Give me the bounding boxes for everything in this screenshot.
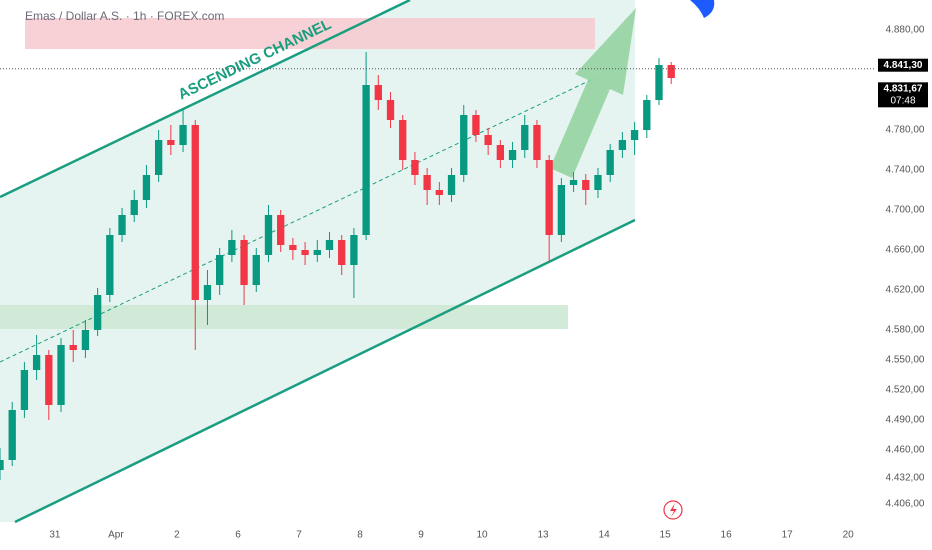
x-tick-label: Apr	[108, 530, 124, 541]
x-tick-label: 13	[537, 530, 549, 541]
candle-body	[557, 185, 566, 235]
candle-body	[521, 125, 529, 150]
candle-body	[191, 125, 199, 300]
candle-body	[386, 100, 395, 120]
plot	[0, 52, 875, 480]
candle-body	[411, 160, 419, 175]
resistance-zone	[25, 18, 595, 49]
candle-body	[289, 245, 297, 250]
y-tick-label: 4.550,00	[886, 355, 925, 366]
event-bolt	[670, 503, 677, 517]
cursor-blob	[690, 0, 715, 18]
candle-body	[93, 295, 102, 330]
candle-body	[57, 345, 65, 405]
candle-body	[118, 215, 126, 235]
candle-body	[167, 140, 175, 145]
axes: 4.880,00 4.780,00 4.740,00 4.700,00 4.660,00…	[49, 25, 928, 541]
candle-body	[435, 190, 443, 195]
y-tick-label: 4.460,00	[886, 445, 925, 456]
candle-body	[264, 215, 273, 255]
candle-body	[45, 355, 53, 405]
last-price-label: 4.831,67	[884, 83, 923, 94]
candle-body	[472, 115, 480, 135]
candle-body	[20, 370, 29, 410]
x-tick-label: 9	[418, 530, 424, 541]
candle-body	[655, 65, 663, 100]
x-tick-label: 7	[296, 530, 302, 541]
candle-body	[362, 85, 370, 235]
candle-body	[374, 85, 382, 100]
y-tick-label: 4.780,00	[886, 125, 925, 136]
candle-body	[313, 250, 321, 255]
candle-body	[130, 200, 138, 215]
y-tick-label: 4.432,00	[886, 473, 925, 484]
candle-body	[216, 255, 224, 285]
candle-body	[423, 175, 431, 190]
candle-body	[301, 250, 309, 255]
candle-body	[179, 125, 187, 145]
candle-body	[154, 140, 163, 175]
candle-body	[569, 180, 578, 185]
target-arrow	[550, 8, 636, 178]
candle-body	[203, 285, 212, 300]
candle-body	[81, 330, 90, 350]
candle-body	[594, 175, 602, 190]
candle-body	[240, 240, 248, 285]
y-tick-label: 4.490,00	[886, 415, 925, 426]
candle-body	[399, 120, 407, 160]
candle-body	[606, 150, 614, 175]
candle-body	[338, 240, 346, 265]
x-tick-label: 6	[235, 530, 241, 541]
candle-body	[228, 240, 236, 255]
channel-lower	[14, 218, 636, 524]
channel-mid	[0, 77, 596, 363]
candle-body	[252, 255, 260, 285]
x-tick-label: 8	[357, 530, 363, 541]
x-tick-label: 15	[660, 530, 672, 541]
countdown: 07:48	[890, 95, 915, 106]
price-line-label: 4.841,30	[884, 60, 923, 71]
price-line-box	[878, 58, 928, 72]
last-price-box	[878, 82, 928, 108]
candle-body	[667, 65, 675, 78]
x-tick-label: 14	[599, 530, 611, 541]
y-tick-label: 4.880,00	[886, 25, 925, 36]
candle-body	[277, 215, 285, 245]
candle-body	[545, 160, 553, 235]
y-tick-label: 4.580,00	[886, 325, 925, 336]
y-tick-label: 4.406,00	[886, 499, 925, 510]
candle-body	[533, 125, 541, 160]
candle-body	[69, 345, 77, 350]
chart-title: Emas / Dollar A.S. · 1h · FOREX.com	[25, 9, 224, 23]
y-tick-label: 4.740,00	[886, 165, 925, 176]
channel-upper	[0, 0, 411, 199]
y-tick-label: 4.520,00	[886, 385, 925, 396]
x-tick-label: 17	[782, 530, 794, 541]
candle-body	[0, 460, 4, 470]
candle-body	[582, 180, 590, 190]
x-tick-label: 16	[721, 530, 733, 541]
candle-body	[630, 130, 639, 140]
candle-body	[325, 240, 334, 250]
x-tick-label: 2	[174, 530, 180, 541]
x-tick-label: 20	[843, 530, 855, 541]
candle-body	[508, 150, 517, 160]
candle-body	[447, 175, 456, 195]
y-tick-label: 4.660,00	[886, 245, 925, 256]
candle-body	[496, 145, 505, 160]
candle-body	[618, 140, 627, 150]
x-tick-label: 10	[476, 530, 488, 541]
x-tick-label: 31	[49, 530, 61, 541]
candle-body	[32, 355, 41, 370]
candle-body	[8, 410, 16, 460]
candle-body	[643, 100, 651, 130]
candle-body	[350, 235, 358, 265]
candle-body	[106, 235, 114, 295]
candle-body	[460, 115, 468, 175]
y-tick-label: 4.620,00	[886, 285, 925, 296]
candle-body	[484, 135, 492, 145]
candle-body	[142, 175, 151, 200]
y-tick-label: 4.700,00	[886, 205, 925, 216]
